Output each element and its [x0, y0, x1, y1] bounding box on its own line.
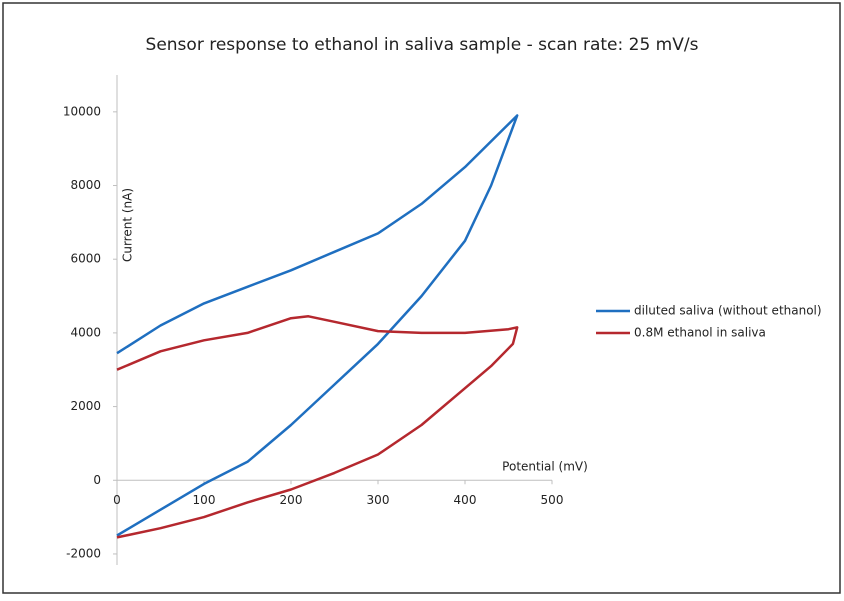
- x-tick-label: 400: [454, 493, 477, 507]
- y-tick-label: -2000: [66, 546, 101, 560]
- legend-label: 0.8M ethanol in saliva: [634, 326, 766, 340]
- chart-title: Sensor response to ethanol in saliva sam…: [146, 35, 699, 55]
- chart-border: [2, 2, 841, 594]
- x-tick-label: 200: [280, 493, 303, 507]
- y-tick-label: 8000: [70, 178, 101, 192]
- y-tick-label: 4000: [70, 325, 101, 339]
- x-tick-label: 0: [113, 493, 121, 507]
- series-line: [116, 114, 519, 537]
- y-tick-label: 2000: [70, 399, 101, 413]
- x-tick-label: 300: [367, 493, 390, 507]
- legend-label: diluted saliva (without ethanol): [634, 304, 822, 318]
- y-axis-title: Current (nA): [121, 188, 135, 262]
- x-tick-label: 100: [193, 493, 216, 507]
- x-axis-title: Potential (mV): [502, 460, 588, 474]
- y-tick-label: 10000: [63, 104, 101, 118]
- y-tick-label: 6000: [70, 252, 101, 266]
- y-tick-label: 0: [93, 473, 101, 487]
- series-line: [116, 315, 519, 539]
- x-tick-label: 500: [541, 493, 564, 507]
